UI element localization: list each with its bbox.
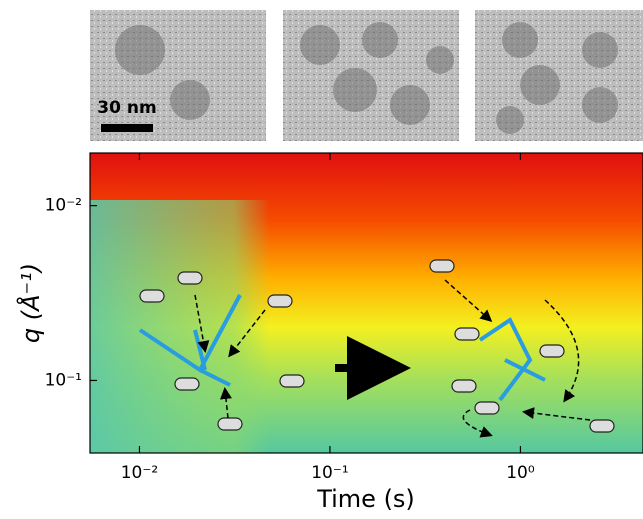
y-tick-label: 10⁻² [45, 196, 82, 216]
cartoon [138, 259, 615, 438]
x-tick-label: 10⁻¹ [311, 463, 348, 483]
x-tick-label: 10⁻² [121, 463, 158, 483]
scale-bar-label: 30 nm [97, 98, 156, 118]
tem-images: 30 nm [90, 10, 643, 141]
y-tick-label: 10⁻¹ [45, 370, 82, 390]
x-tick-label: 10⁰ [506, 463, 535, 483]
y-axis-label: q (Å⁻¹) [16, 263, 45, 343]
x-axis-label: Time (s) [316, 485, 415, 513]
heatmap [89, 152, 643, 454]
